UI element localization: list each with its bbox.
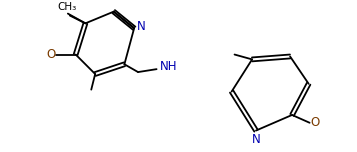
Text: CH₃: CH₃ [57,2,76,12]
Text: N: N [252,133,260,147]
Text: N: N [137,20,146,33]
Text: O: O [311,116,320,129]
Text: NH: NH [160,60,177,73]
Text: O: O [46,48,55,61]
